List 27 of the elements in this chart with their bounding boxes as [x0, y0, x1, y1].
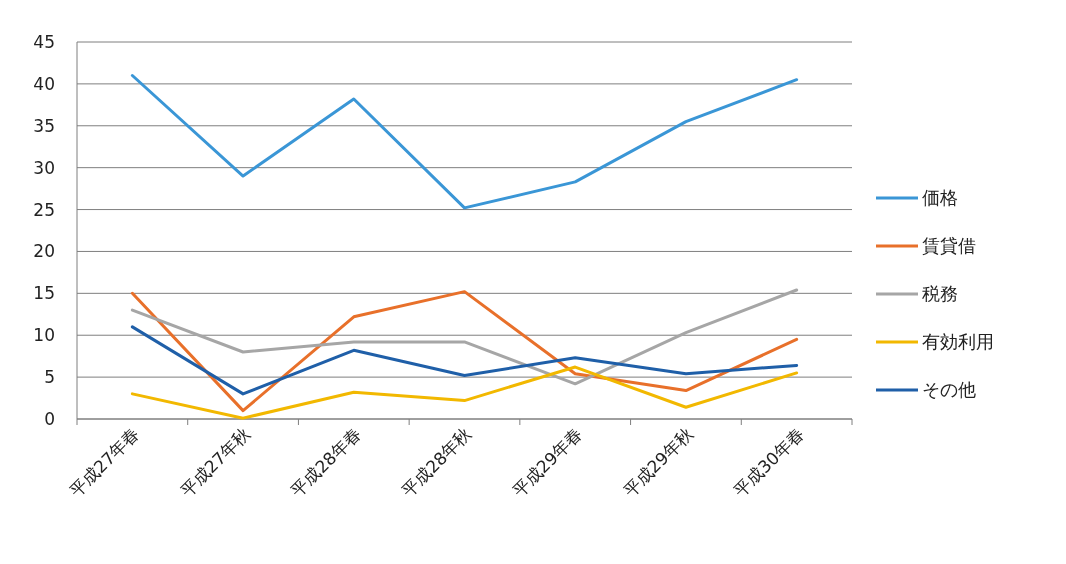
- line-series: [130, 288, 799, 386]
- y-tick-label: 15: [33, 283, 55, 304]
- line-series: [130, 325, 799, 396]
- y-tick-label: 25: [33, 199, 55, 220]
- y-tick-label: 30: [33, 157, 55, 178]
- y-tick-label: 20: [33, 241, 55, 262]
- y-tick-label: 5: [44, 367, 55, 388]
- x-tick-label: 平成28年春: [287, 423, 365, 502]
- y-tick-label: 0: [44, 408, 55, 429]
- line-series: [130, 365, 799, 420]
- y-tick-label: 35: [33, 115, 55, 136]
- y-tick-label: 45: [33, 31, 55, 52]
- legend-label: 価格: [922, 187, 958, 209]
- x-tick-label: 平成27年秋: [176, 423, 254, 502]
- y-tick-label: 10: [33, 325, 55, 346]
- legend-label: 有効利用: [922, 331, 994, 353]
- legend-label: 賃貸借: [922, 235, 976, 257]
- x-tick-label: 平成29年秋: [619, 423, 697, 502]
- line-series: [130, 290, 799, 413]
- legend-label: 税務: [922, 283, 958, 305]
- x-tick-label: 平成30年春: [729, 423, 808, 502]
- x-tick-label: 平成27年春: [65, 423, 144, 502]
- legend-label: その他: [922, 379, 976, 401]
- line-series: [130, 74, 799, 210]
- x-tick-label: 平成29年春: [508, 423, 587, 502]
- x-tick-label: 平成28年秋: [397, 423, 476, 502]
- y-tick-label: 40: [33, 73, 55, 94]
